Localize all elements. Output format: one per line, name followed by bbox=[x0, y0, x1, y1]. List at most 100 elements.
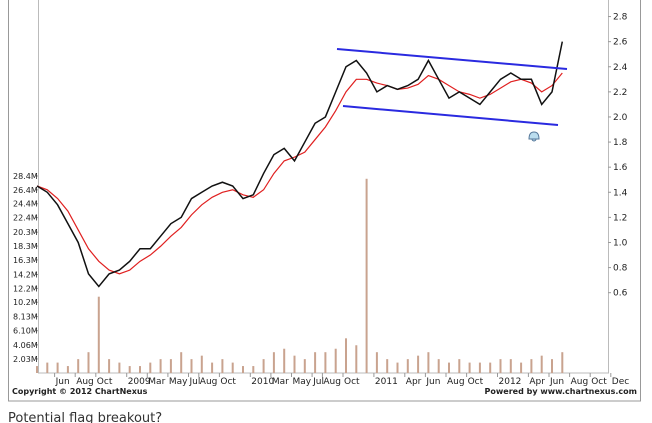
volume-bar bbox=[231, 362, 234, 373]
volume-bar bbox=[56, 362, 59, 373]
price-line bbox=[36, 41, 564, 288]
volume-bar bbox=[169, 359, 172, 373]
plot-area bbox=[38, 0, 609, 374]
footer-left: Copyright © 2012 ChartNexus bbox=[12, 387, 148, 396]
volume-tick-label: 18.3M bbox=[13, 242, 38, 251]
volume-bar bbox=[36, 366, 38, 373]
x-tick-label: Mar bbox=[272, 377, 289, 387]
volume-bar bbox=[283, 348, 286, 373]
x-tick-label: Apr bbox=[529, 377, 545, 387]
volume-tick-label: 12.2M bbox=[13, 284, 38, 293]
volume-bar bbox=[200, 355, 203, 373]
x-tick-label: Jun bbox=[55, 377, 70, 387]
volume-bar bbox=[386, 359, 389, 373]
volume-bar bbox=[499, 359, 502, 373]
volume-bar bbox=[149, 362, 152, 373]
y-tick-label: 1.0 bbox=[613, 238, 628, 248]
volume-bar bbox=[180, 352, 183, 373]
volume-tick-label: 26.4M bbox=[13, 186, 38, 195]
volume-bar bbox=[509, 359, 512, 373]
x-tick-label: Jun bbox=[425, 377, 440, 387]
volume-bar bbox=[303, 359, 306, 373]
volume-bar bbox=[334, 348, 337, 373]
volume-bar bbox=[293, 355, 296, 373]
volume-bar bbox=[190, 359, 193, 373]
volume-bar bbox=[458, 359, 461, 373]
volume-bar bbox=[406, 359, 409, 373]
volume-tick-label: 22.4M bbox=[13, 214, 38, 223]
volume-bar bbox=[252, 366, 255, 373]
plot-layer: 0.6 0.8 1.0 1.2 1.4 1.6 1.8 2.0 2.2 2.4 2.6 2.8 2.03… bbox=[13, 13, 629, 387]
volume-bar bbox=[417, 355, 420, 373]
volume-tick-label: 4.06M bbox=[13, 341, 38, 350]
volume-bar bbox=[272, 352, 275, 373]
footer-right: Powered by www.chartnexus.com bbox=[485, 387, 637, 396]
alert-icon bbox=[528, 131, 540, 142]
volume-tick-label: 10.2M bbox=[13, 298, 38, 307]
x-tick-label: Jul bbox=[189, 377, 201, 387]
volume-bar bbox=[108, 359, 111, 373]
y-tick-label: 0.8 bbox=[613, 264, 628, 274]
volume-bar bbox=[468, 362, 471, 373]
volume-bar bbox=[375, 352, 378, 373]
x-tick-label: May bbox=[293, 377, 312, 387]
x-tick-label: Oct bbox=[97, 377, 113, 387]
y-tick-label: 0.6 bbox=[613, 289, 628, 299]
volume-bar bbox=[478, 362, 481, 373]
caption: Potential flag breakout? bbox=[8, 411, 162, 423]
volume-bar bbox=[427, 352, 430, 373]
channel-upper bbox=[336, 48, 568, 70]
y-tick-label: 2.4 bbox=[613, 63, 628, 73]
volume-bar bbox=[77, 359, 80, 373]
y-tick-label: 1.6 bbox=[613, 163, 628, 173]
volume-bar bbox=[355, 345, 358, 373]
volume-bar bbox=[128, 366, 131, 373]
x-tick-label: Apr bbox=[406, 377, 422, 387]
y-tick-label: 1.8 bbox=[613, 138, 628, 148]
x-tick-label: Aug bbox=[76, 377, 94, 387]
x-tick-label: 2009 bbox=[128, 377, 151, 387]
x-tick-label: Oct bbox=[468, 377, 484, 387]
volume-bar bbox=[489, 362, 492, 373]
y-tick-label: 1.2 bbox=[613, 213, 627, 223]
moving-average-line bbox=[36, 72, 563, 275]
volume-tick-label: 8.13M bbox=[13, 313, 38, 322]
volume-bar bbox=[118, 362, 121, 373]
volume-bar bbox=[540, 355, 543, 373]
volume-bar bbox=[66, 366, 69, 373]
x-tick-label: Jul bbox=[312, 377, 324, 387]
volume-tick-label: 16.3M bbox=[13, 256, 38, 265]
volume-bar bbox=[314, 352, 317, 373]
volume-bar bbox=[139, 366, 141, 373]
volume-bar bbox=[437, 359, 440, 373]
x-tick-label: 2012 bbox=[499, 377, 522, 387]
x-tick-label: Oct bbox=[220, 377, 236, 387]
x-tick-label: 2011 bbox=[375, 377, 398, 387]
volume-tick-label: 14.2M bbox=[13, 271, 38, 280]
volume-bar bbox=[46, 362, 49, 373]
y-tick-label: 2.0 bbox=[613, 113, 628, 123]
volume-tick-label: 6.10M bbox=[13, 327, 38, 336]
volume-bar bbox=[530, 359, 533, 373]
x-tick-label: Mar bbox=[148, 377, 165, 387]
volume-bar bbox=[211, 362, 214, 373]
y-tick-label: 1.4 bbox=[613, 188, 628, 198]
volume-bar bbox=[345, 338, 347, 373]
volume-bar bbox=[520, 362, 523, 373]
volume-tick-label: 28.4M bbox=[13, 172, 38, 181]
x-tick-label: Aug bbox=[447, 377, 465, 387]
channel-lower bbox=[342, 105, 559, 126]
volume-bar bbox=[324, 352, 327, 373]
x-tick-label: Aug bbox=[323, 377, 341, 387]
volume-bar bbox=[159, 359, 162, 373]
volume-bar bbox=[242, 366, 244, 373]
volume-bar bbox=[448, 362, 450, 373]
x-tick-label: 2010 bbox=[251, 377, 274, 387]
x-tick-label: May bbox=[169, 377, 188, 387]
volume-bar bbox=[262, 359, 265, 373]
volume-tick-label: 24.4M bbox=[13, 200, 38, 209]
x-tick-label: Dec bbox=[612, 377, 629, 387]
x-tick-label: Aug bbox=[571, 377, 589, 387]
